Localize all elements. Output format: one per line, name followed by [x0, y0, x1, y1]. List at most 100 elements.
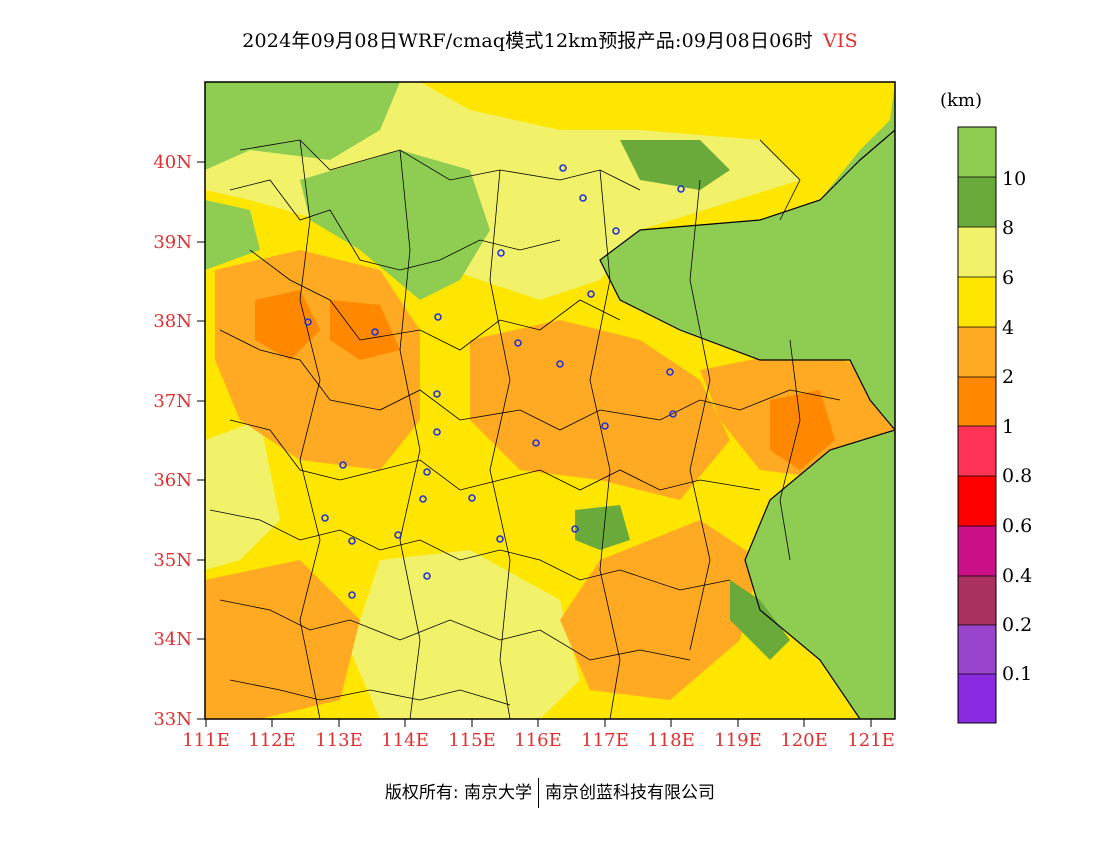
city-marker: [514, 339, 522, 347]
city-marker: [496, 535, 504, 543]
colorbar-label: 0.8: [1002, 465, 1033, 487]
city-marker: [579, 194, 587, 202]
colorbar-swatch: [958, 526, 996, 576]
city-marker: [433, 390, 441, 398]
lat-label: 38N: [153, 311, 192, 332]
colorbar-unit: (km): [940, 90, 983, 111]
city-marker: [433, 428, 441, 436]
lat-label: 34N: [153, 629, 192, 650]
lon-label: 115E: [448, 730, 496, 751]
city-marker: [666, 368, 674, 376]
title-text: 2024年09月08日WRF/cmaq模式12km预报产品:09月08日06时: [242, 30, 813, 52]
city-marker: [321, 514, 329, 522]
colorbar-frame: [957, 126, 997, 724]
copyright-left: 版权所有: 南京大学: [384, 783, 533, 803]
city-marker: [348, 537, 356, 545]
colorbar-label: 2: [1002, 366, 1015, 388]
field-deep-orange-1: [255, 290, 320, 360]
city-marker: [601, 422, 609, 430]
lon-label: 111E: [182, 730, 230, 751]
colorbar-label: 0.2: [1002, 614, 1033, 636]
lon-ticks: [205, 719, 872, 727]
variable-label: VIS: [822, 30, 858, 52]
city-marker: [348, 591, 356, 599]
colorbar-label: 6: [1002, 267, 1015, 289]
lon-label: 120E: [780, 730, 828, 751]
colorbar-label: 0.6: [1002, 515, 1033, 537]
field-light-yellow-south: [350, 550, 580, 719]
city-marker: [559, 164, 567, 172]
colorbar-swatch: [958, 426, 996, 476]
city-marker: [532, 439, 540, 447]
colorbar-label: 1: [1002, 416, 1015, 438]
colorbar-swatch: [958, 177, 996, 227]
city-marker: [677, 185, 685, 193]
field-green-north-central: [300, 150, 490, 300]
field-dark-green-2: [575, 505, 630, 550]
lon-label: 116E: [514, 730, 562, 751]
lat-label: 39N: [153, 232, 192, 253]
city-marker: [304, 318, 312, 326]
copyright-footer: 版权所有: 南京大学 南京创蓝科技有限公司: [0, 778, 1100, 808]
colorbar-swatch: [958, 377, 996, 426]
city-marker: [556, 360, 564, 368]
colorbar-swatch: [958, 277, 996, 327]
copyright-right: 南京创蓝科技有限公司: [545, 783, 716, 803]
colorbar-swatch: [958, 476, 996, 526]
lat-label: 36N: [153, 470, 192, 491]
city-marker: [434, 313, 442, 321]
colorbar-label: 0.1: [1002, 663, 1033, 685]
colorbar: [957, 126, 997, 724]
lat-label: 37N: [153, 391, 192, 412]
city-marker: [419, 495, 427, 503]
field-light-yellow-west: [205, 420, 280, 570]
lat-label: 40N: [153, 152, 192, 173]
colorbar-swatch: [958, 674, 996, 723]
field-orange-southeast: [560, 520, 760, 700]
city-marker: [571, 525, 579, 533]
lon-label: 118E: [647, 730, 695, 751]
colorbar-swatch: [958, 127, 996, 177]
lat-labels: 40N 39N 38N 37N 36N 35N 34N 33N: [153, 152, 192, 730]
city-marker: [669, 410, 677, 418]
colorbar-swatch: [958, 625, 996, 674]
field-dark-green-coast: [730, 580, 790, 660]
colorbar-swatch: [958, 227, 996, 277]
colorbar-label: 8: [1002, 217, 1015, 239]
colorbar-label: 0.4: [1002, 565, 1033, 587]
city-marker: [612, 227, 620, 235]
lon-label: 113E: [315, 730, 363, 751]
coastline: [599, 129, 895, 719]
city-marker: [394, 531, 402, 539]
lat-label: 35N: [153, 550, 192, 571]
city-marker: [339, 461, 347, 469]
colorbar-swatch: [958, 576, 996, 625]
field-deep-orange-2: [330, 300, 400, 360]
city-markers: [304, 164, 685, 599]
lon-label: 112E: [248, 730, 296, 751]
map-title: 2024年09月08日WRF/cmaq模式12km预报产品:09月08日06时 V…: [0, 26, 1100, 53]
lon-label: 119E: [714, 730, 762, 751]
lon-labels: 111E 112E 113E 114E 115E 116E 117E 118E …: [182, 730, 895, 751]
field-green-west-edge: [205, 200, 260, 270]
lon-label: 114E: [381, 730, 429, 751]
footer-separator: [538, 778, 540, 808]
city-marker: [587, 290, 595, 298]
lat-label: 33N: [153, 709, 192, 730]
lon-label: 121E: [847, 730, 895, 751]
map-field: [205, 82, 895, 719]
field-orange-southwest: [205, 560, 360, 719]
city-marker: [468, 494, 476, 502]
colorbar-swatch: [958, 327, 996, 377]
colorbar-label: 10: [1002, 168, 1027, 190]
city-marker: [423, 468, 431, 476]
lat-ticks: [197, 161, 205, 720]
lon-label: 117E: [581, 730, 629, 751]
city-marker: [423, 572, 431, 580]
colorbar-label: 4: [1002, 317, 1015, 339]
field-dark-green-1: [620, 140, 730, 190]
city-marker: [371, 328, 379, 336]
field-deep-orange-3: [770, 390, 835, 470]
city-marker: [497, 249, 505, 257]
